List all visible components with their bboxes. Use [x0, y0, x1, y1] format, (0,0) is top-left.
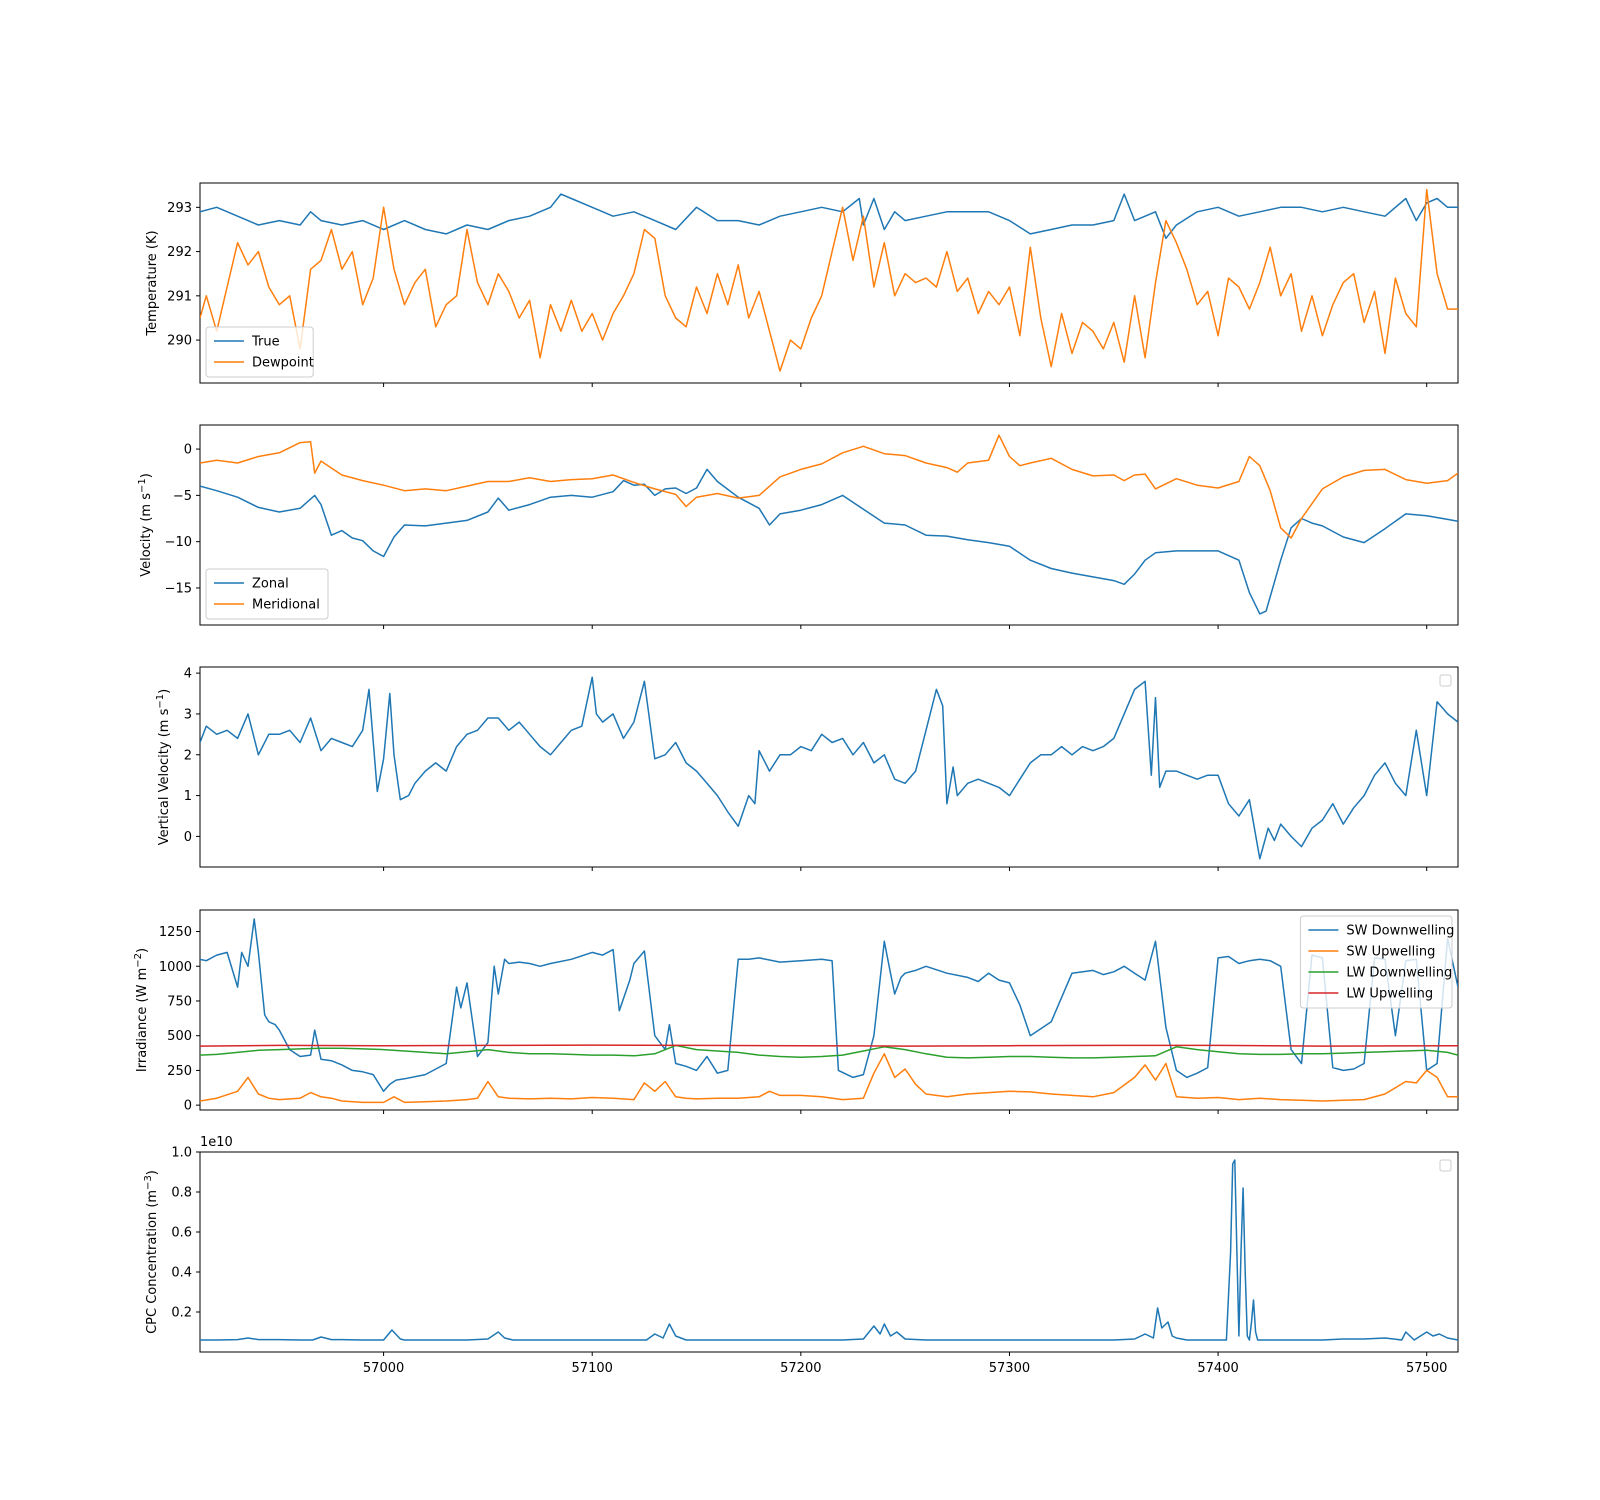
y-tick-label: 0 [184, 1099, 192, 1114]
y-axis-ticks: 0.2 0.4 0.6 0.8 1.0 [171, 1146, 200, 1321]
x-axis-ticks [383, 867, 1428, 871]
y-tick-label: 3 [184, 707, 192, 722]
y-tick-label: 750 [167, 994, 192, 1009]
y-axis-label: Irradiance (W m−2) [133, 948, 150, 1072]
y-tick-label: 291 [167, 289, 192, 304]
legend-label: Dewpoint [252, 356, 314, 371]
plot-area [200, 188, 1458, 372]
y-axis-label: Temperature (K) [145, 230, 160, 336]
legend[interactable] [1439, 674, 1452, 687]
legend[interactable]: True Dewpoint [205, 326, 314, 378]
axes-frame [199, 666, 1459, 868]
plot-area [200, 434, 1458, 615]
y-tick-label: 290 [167, 334, 192, 349]
plot-area [200, 918, 1458, 1104]
empty-legend-box [1439, 674, 1452, 687]
panel-irradiance: 0 250 500 750 1000 1250 Irradiance (W m−2) SW… [133, 909, 1459, 1114]
panel-velocity: 0 −5 −10 −15 Velocity (m s−1) Zonal Meridion… [137, 424, 1459, 629]
y-tick-label: 1250 [159, 925, 192, 940]
legend[interactable] [1439, 1159, 1452, 1172]
legend-box [205, 568, 329, 620]
x-tick-label: 57100 [572, 1361, 613, 1376]
y-tick-label: −5 [173, 489, 192, 504]
legend-label: LW Upwelling [1346, 987, 1433, 1002]
x-axis-ticks [383, 625, 1428, 629]
x-tick-label: 57300 [989, 1361, 1030, 1376]
y-tick-label: 292 [167, 245, 192, 260]
y-tick-label: 1.0 [171, 1146, 192, 1161]
y-tick-label: 0.6 [171, 1226, 192, 1241]
y-tick-label: 1000 [159, 960, 192, 975]
series-0-line [200, 1159, 1458, 1341]
legend-label: Zonal [252, 577, 289, 592]
y-tick-label: 0.8 [171, 1186, 192, 1201]
y-axis-label: Vertical Velocity (m s−1) [155, 689, 172, 845]
legend-box [1299, 915, 1453, 1009]
legend-label: True [251, 335, 280, 350]
panel-temperature: 290 291 292 293 Temperature (K) True Dewpoin… [145, 182, 1459, 387]
lw-downwelling-line [200, 1044, 1458, 1059]
x-tick-label: 57200 [780, 1361, 821, 1376]
y-tick-label: 1 [184, 789, 192, 804]
x-axis-ticks [383, 383, 1428, 387]
legend-label: Meridional [252, 598, 320, 613]
y-tick-label: −10 [165, 535, 192, 550]
y-axis-ticks: 0 250 500 750 1000 1250 [159, 925, 200, 1114]
series-0-line [200, 676, 1458, 860]
legend[interactable]: SW Downwelling SW Upwelling LW Downwelling… [1299, 915, 1454, 1009]
y-tick-label: 2 [184, 748, 192, 763]
sw-downwelling-line [200, 918, 1458, 1093]
lw-upwelling-line [200, 1044, 1458, 1047]
y-tick-label: 250 [167, 1064, 192, 1079]
empty-legend-box [1439, 1159, 1452, 1172]
y-axis-label: Velocity (m s−1) [137, 473, 154, 577]
x-axis-ticks [383, 1110, 1428, 1114]
y-tick-label: 4 [184, 667, 192, 682]
sw-upwelling-line [200, 1053, 1458, 1104]
x-axis-ticks: 57000 57100 57200 57300 57400 57500 [363, 1352, 1447, 1376]
legend-label: SW Downwelling [1346, 924, 1454, 939]
y-axis-ticks: 0 1 2 3 4 [184, 667, 200, 845]
axes-frame [199, 424, 1459, 626]
legend-box [205, 326, 314, 378]
y-axis-ticks: 0 −5 −10 −15 [165, 443, 200, 596]
y-tick-label: −15 [165, 581, 192, 596]
axes-frame [199, 1151, 1459, 1353]
zonal-line [200, 468, 1458, 615]
y-tick-label: 0.2 [171, 1306, 192, 1321]
y-tick-label: 0 [184, 830, 192, 845]
y-tick-label: 293 [167, 201, 192, 216]
axes-frame [199, 909, 1459, 1111]
legend-label: LW Downwelling [1346, 966, 1452, 981]
y-tick-label: 0.4 [171, 1266, 192, 1281]
panel-vertical-velocity: 0 1 2 3 4 Vertical Velocity (m s−1) [155, 666, 1459, 871]
meridional-line [200, 434, 1458, 539]
x-tick-label: 57000 [363, 1361, 404, 1376]
axes-frame [199, 182, 1459, 384]
y-offset-text: 1e10 [200, 1135, 233, 1150]
y-axis-label: CPC Concentration (m−3) [143, 1170, 160, 1334]
x-tick-label: 57400 [1197, 1361, 1238, 1376]
true-line [200, 193, 1458, 240]
legend-label: SW Upwelling [1346, 945, 1435, 960]
legend[interactable]: Zonal Meridional [205, 568, 329, 620]
panel-cpc-concentration: 0.2 0.4 0.6 0.8 1.0 57000 57100 57200 57300 5740… [143, 1135, 1459, 1376]
y-tick-label: 0 [184, 443, 192, 458]
x-tick-label: 57500 [1406, 1361, 1447, 1376]
y-axis-ticks: 290 291 292 293 [167, 201, 200, 349]
dewpoint-line [200, 188, 1458, 372]
y-tick-label: 500 [167, 1029, 192, 1044]
plot-area [200, 676, 1458, 860]
plot-area [200, 1159, 1458, 1341]
